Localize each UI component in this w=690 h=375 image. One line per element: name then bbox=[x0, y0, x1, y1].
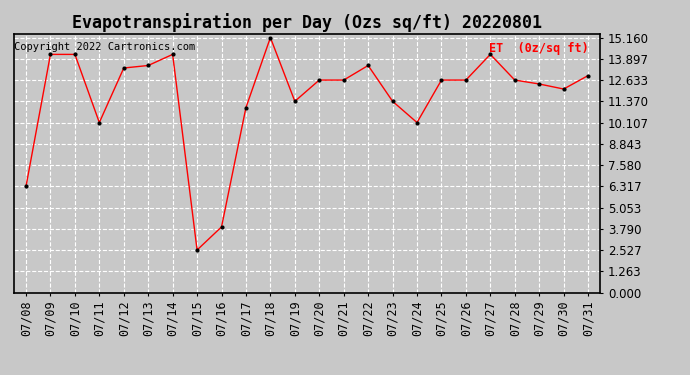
Text: Copyright 2022 Cartronics.com: Copyright 2022 Cartronics.com bbox=[14, 42, 195, 51]
Title: Evapotranspiration per Day (Ozs sq/ft) 20220801: Evapotranspiration per Day (Ozs sq/ft) 2… bbox=[72, 13, 542, 32]
Text: ET  (0z/sq ft): ET (0z/sq ft) bbox=[489, 42, 589, 54]
